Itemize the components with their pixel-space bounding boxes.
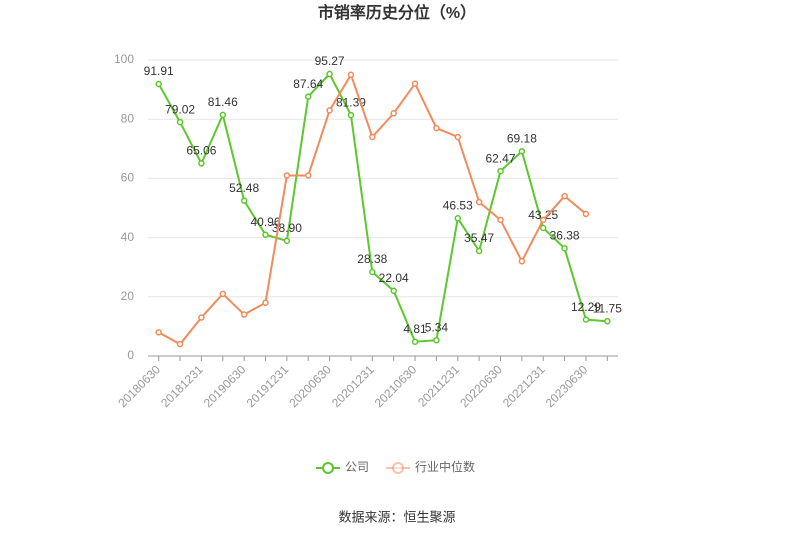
data-label: 91.91 xyxy=(144,64,174,78)
data-label: 36.38 xyxy=(550,228,580,242)
point xyxy=(240,197,248,204)
point xyxy=(262,299,269,306)
y-tick-label: 20 xyxy=(121,289,135,303)
x-tick-label: 20211231 xyxy=(415,362,462,409)
data-label: 12.29 xyxy=(571,300,601,314)
x-tick-label: 20190630 xyxy=(201,362,249,410)
data-label: 65.06 xyxy=(186,144,216,158)
source-note: 数据来源：恒生聚源 xyxy=(338,509,455,524)
point xyxy=(198,160,205,167)
point xyxy=(475,247,483,255)
data-label: 5.34 xyxy=(425,320,449,334)
point xyxy=(582,210,590,218)
point xyxy=(604,317,611,325)
data-label: 52.48 xyxy=(229,181,259,195)
point xyxy=(411,338,419,346)
chart-title: 市销率历史分位（%） xyxy=(318,3,476,22)
point xyxy=(304,172,312,179)
point xyxy=(219,111,227,119)
data-label: 35.47 xyxy=(464,231,494,245)
data-label: 95.27 xyxy=(315,54,345,68)
data-label: 69.18 xyxy=(507,131,537,145)
data-label: 62.47 xyxy=(485,151,515,165)
point xyxy=(262,231,269,239)
data-label: 28.38 xyxy=(357,252,387,266)
data-label: 87.64 xyxy=(293,77,323,91)
x-tick-label: 20181231 xyxy=(158,362,206,410)
data-label: 46.53 xyxy=(443,198,473,212)
point xyxy=(497,167,504,175)
point xyxy=(475,198,483,206)
point xyxy=(497,216,504,224)
legend-label: 公司 xyxy=(345,460,369,474)
data-label: 22.04 xyxy=(379,271,409,285)
x-tick-label: 20221231 xyxy=(500,362,548,410)
point xyxy=(390,110,397,117)
y-tick-label: 40 xyxy=(121,230,135,244)
point xyxy=(454,215,462,222)
point xyxy=(283,172,291,179)
point xyxy=(326,107,333,114)
point xyxy=(518,258,526,265)
point xyxy=(155,80,162,88)
y-tick-label: 0 xyxy=(127,348,134,362)
point xyxy=(155,329,162,336)
point xyxy=(561,192,568,200)
point xyxy=(347,71,355,79)
y-tick-label: 60 xyxy=(121,171,135,185)
point xyxy=(411,80,419,87)
point xyxy=(326,70,333,78)
point xyxy=(539,224,547,232)
point xyxy=(176,340,184,348)
point xyxy=(219,290,227,298)
point xyxy=(369,133,376,141)
point xyxy=(433,336,440,344)
data-label: 4.81 xyxy=(403,322,427,336)
legend-marker xyxy=(322,462,334,474)
x-tick-label: 20210630 xyxy=(372,362,420,410)
point xyxy=(539,216,547,224)
point xyxy=(198,314,205,321)
point xyxy=(390,287,397,295)
point xyxy=(347,111,355,119)
point xyxy=(304,93,312,100)
point xyxy=(176,118,184,126)
data-label: 81.46 xyxy=(208,95,238,109)
legend-label: 行业中位数 xyxy=(415,459,475,474)
point xyxy=(582,316,590,323)
point xyxy=(561,245,568,252)
y-tick-label: 100 xyxy=(114,52,134,66)
x-tick-label: 20201231 xyxy=(329,362,377,410)
x-tick-label: 20191231 xyxy=(244,362,292,410)
x-tick-label: 20180630 xyxy=(115,362,163,410)
point xyxy=(433,124,440,132)
x-tick-label: 20200630 xyxy=(286,362,334,410)
point xyxy=(518,147,526,155)
series-line xyxy=(157,72,608,343)
legend-marker xyxy=(392,462,404,474)
x-tick-label: 20220630 xyxy=(457,362,505,410)
x-tick-label: 20230630 xyxy=(543,362,591,410)
point xyxy=(240,311,248,318)
data-label: 79.02 xyxy=(165,102,195,116)
point xyxy=(369,268,376,276)
point xyxy=(454,133,462,141)
data-label: 40.96 xyxy=(250,215,280,229)
y-tick-label: 80 xyxy=(121,111,135,125)
point xyxy=(283,237,291,245)
data-label: 11.75 xyxy=(593,301,622,315)
